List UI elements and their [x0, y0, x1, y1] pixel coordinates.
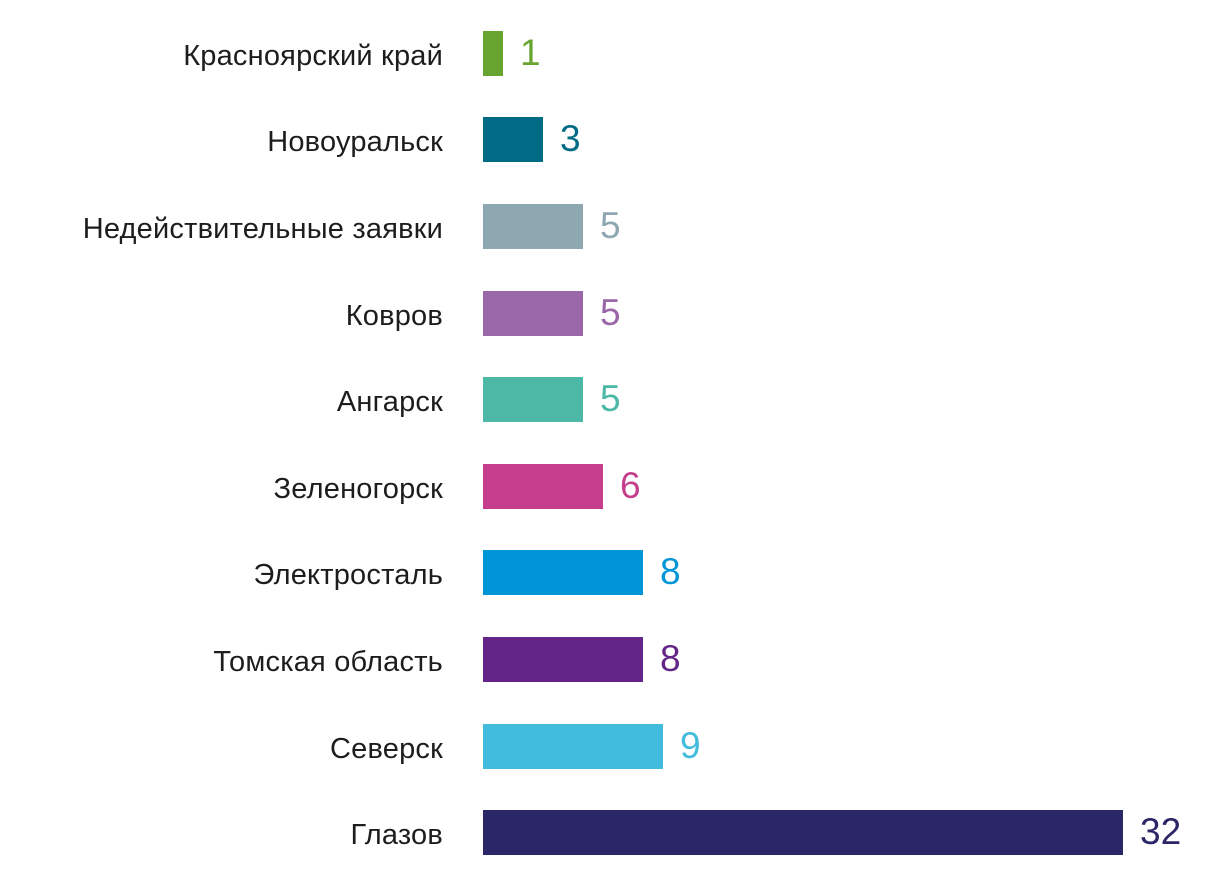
value-label: 5 — [600, 291, 621, 333]
value-label: 8 — [660, 551, 681, 593]
category-label: Недействительные заявки — [82, 212, 443, 245]
value-label: 9 — [680, 724, 701, 766]
bar — [483, 117, 543, 163]
chart-row: Северск 9 — [0, 703, 1205, 790]
bar — [483, 550, 643, 596]
chart-row: Красноярский край 1 — [0, 10, 1205, 97]
bar — [483, 463, 603, 509]
bar — [483, 203, 583, 249]
chart-row: Новоуральск 3 — [0, 97, 1205, 184]
value-label: 1 — [520, 31, 541, 73]
category-label: Красноярский край — [183, 39, 443, 72]
chart-row: Недействительные заявки 5 — [0, 183, 1205, 270]
bar — [483, 30, 503, 76]
value-label: 5 — [600, 204, 621, 246]
bar — [483, 723, 663, 769]
chart-row: Глазов 32 — [0, 789, 1205, 876]
value-label: 6 — [620, 464, 641, 506]
bar — [483, 377, 583, 423]
category-label: Ковров — [345, 299, 443, 332]
value-label: 32 — [1140, 811, 1182, 853]
category-label: Глазов — [350, 819, 443, 852]
bar — [483, 636, 643, 682]
value-label: 5 — [600, 378, 621, 420]
chart-row: Электросталь 8 — [0, 530, 1205, 617]
chart-row: Зеленогорск 6 — [0, 443, 1205, 530]
category-label: Томская область — [213, 645, 443, 678]
category-label: Ангарск — [336, 386, 443, 419]
bar — [483, 290, 583, 336]
category-label: Северск — [330, 732, 443, 765]
category-label: Электросталь — [253, 559, 443, 592]
chart-row: Ковров 5 — [0, 270, 1205, 357]
chart-row: Ангарск 5 — [0, 356, 1205, 443]
bar — [483, 810, 1123, 856]
value-label: 8 — [660, 637, 681, 679]
value-label: 3 — [560, 118, 581, 160]
chart-row: Томская область 8 — [0, 616, 1205, 703]
category-label: Новоуральск — [267, 126, 443, 159]
category-label: Зеленогорск — [273, 472, 443, 505]
